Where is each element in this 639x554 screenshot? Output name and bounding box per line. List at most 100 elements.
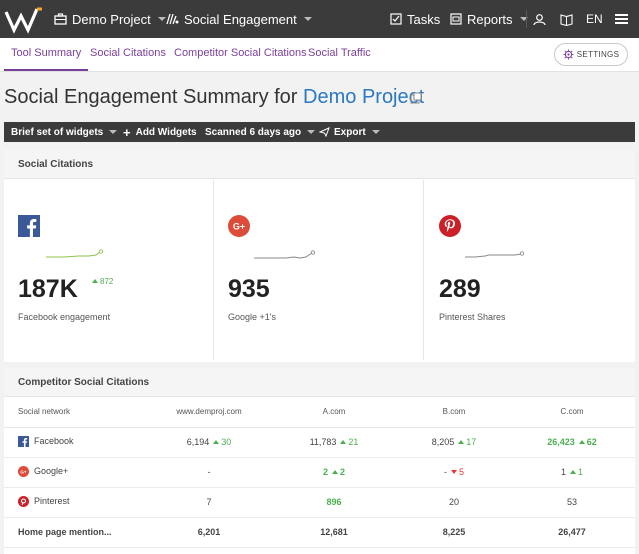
- export-button[interactable]: Export: [319, 122, 380, 142]
- chevron-down-icon: [157, 17, 166, 21]
- module-selector[interactable]: Social Engagement: [166, 0, 312, 38]
- facebook-engagement-value: 187K: [18, 275, 78, 303]
- table-row: Pinterest 7 896 20 53: [4, 487, 635, 518]
- network-name: Pinterest: [34, 496, 70, 506]
- chevron-down-icon: [307, 130, 316, 134]
- external-link-icon[interactable]: [410, 92, 422, 104]
- chevron-down-icon: [371, 130, 380, 134]
- tab-tool-summary[interactable]: Tool Summary: [4, 38, 89, 71]
- value-cell: -5: [399, 457, 509, 488]
- cell-delta: 2: [340, 467, 346, 477]
- cell-delta: 62: [586, 437, 597, 447]
- network-cell: Facebook: [4, 427, 149, 458]
- tasks-button[interactable]: Tasks: [390, 0, 440, 38]
- google-plus-metric: G+ 935 Google +1's: [214, 180, 424, 360]
- tasks-label: Tasks: [407, 11, 441, 27]
- scan-status-label: Scanned 6 days ago: [205, 126, 302, 138]
- account-button[interactable]: [533, 0, 551, 38]
- cell-value: 8,225: [442, 527, 466, 537]
- facebook-engagement-label: Facebook engagement: [18, 312, 111, 322]
- cell-value: -: [443, 467, 447, 477]
- cell-value: 12,681: [320, 527, 348, 537]
- tab-bar: Tool Summary Social Citations Competitor…: [0, 38, 639, 72]
- value-cell: 6,194 30: [149, 427, 269, 458]
- add-widgets-button[interactable]: + Add Widgets: [123, 122, 197, 142]
- column-header: C.com: [509, 397, 635, 428]
- cell-value: 26,477: [558, 527, 586, 537]
- reports-label: Reports: [467, 11, 513, 27]
- google-plus-icon: G+: [228, 215, 250, 237]
- send-icon: [319, 127, 330, 137]
- add-widgets-label: Add Widgets: [135, 126, 197, 138]
- up-arrow-icon: [340, 440, 347, 444]
- chevron-down-icon: [109, 130, 118, 134]
- column-header: A.com: [269, 397, 399, 428]
- cell-value: 896: [326, 497, 342, 507]
- app-logo-icon[interactable]: [4, 6, 44, 34]
- language-label: EN: [586, 12, 603, 26]
- language-selector[interactable]: EN: [586, 0, 603, 38]
- help-button[interactable]: [560, 0, 578, 38]
- chevron-down-icon: [519, 17, 528, 21]
- widget-set-label: Brief set of widgets: [11, 126, 104, 138]
- tasks-icon: [390, 13, 402, 25]
- settings-label: SETTINGS: [576, 50, 620, 59]
- top-navigation-bar: Demo Project Social Engagement Tasks Rep…: [0, 0, 639, 38]
- tab-competitor-social-citations[interactable]: Competitor Social Citations: [174, 47, 307, 59]
- pinterest-metric: 289 Pinterest Shares: [425, 180, 635, 360]
- network-name: Home page mention...: [18, 527, 112, 537]
- cell-delta: 5: [458, 467, 464, 477]
- google-plus-icon: G+: [18, 465, 29, 477]
- widget-set-selector[interactable]: Brief set of widgets: [11, 122, 118, 142]
- pinterest-icon: [439, 215, 461, 237]
- facebook-engagement-delta: 872: [88, 277, 113, 286]
- tab-social-citations[interactable]: Social Citations: [90, 47, 166, 59]
- competitor-heading: Competitor Social Citations: [4, 368, 635, 397]
- cell-delta: 21: [348, 437, 359, 447]
- up-arrow-icon: [213, 440, 220, 444]
- table-header-row: Social network www.demproj.com A.com B.c…: [4, 397, 635, 428]
- network-cell: G+ Google+: [4, 457, 149, 488]
- network-cell: Home page mention...: [4, 517, 149, 548]
- up-arrow-icon: [332, 470, 338, 474]
- value-cell: 26,423 62: [509, 427, 635, 458]
- module-name: Social Engagement: [184, 11, 297, 27]
- table-row: G+ Google+ -2 2-5 1 1: [4, 457, 635, 488]
- competitor-table: Social network www.demproj.com A.com B.c…: [4, 397, 635, 548]
- value-cell: 20: [399, 487, 509, 518]
- cell-value: -: [207, 467, 211, 477]
- cell-value: 26,423: [547, 437, 575, 447]
- column-header: B.com: [399, 397, 509, 428]
- reports-icon: [450, 13, 462, 25]
- competitor-table-body: Facebook 6,194 30 11,783 21 8,205 17 26,423 62 G+…: [4, 427, 635, 548]
- reports-button[interactable]: Reports: [450, 0, 528, 38]
- value-cell: 6,201: [149, 517, 269, 548]
- tab-social-traffic[interactable]: Social Traffic: [308, 47, 371, 59]
- cell-delta: 17: [466, 437, 477, 447]
- cell-value: 6,194: [186, 437, 210, 447]
- plus-icon: +: [123, 124, 131, 140]
- settings-button[interactable]: SETTINGS: [554, 43, 628, 66]
- column-header: Social network: [4, 397, 149, 428]
- social-citations-heading: Social Citations: [4, 150, 635, 179]
- project-selector[interactable]: Demo Project: [54, 0, 166, 38]
- project-link[interactable]: Demo Project: [303, 86, 425, 108]
- page-title-text: Social Engagement Summary for: [4, 86, 298, 108]
- google-plus-sparkline: [254, 250, 316, 259]
- value-cell: 8,205 17: [399, 427, 509, 458]
- table-row: Home page mention... 6,201 12,681 8,225 26,4…: [4, 517, 635, 548]
- social-engagement-icon: [166, 13, 179, 25]
- cell-value: 53: [566, 497, 577, 507]
- network-name: Google+: [34, 466, 69, 476]
- menu-button[interactable]: [615, 0, 633, 38]
- value-cell: 12,681: [269, 517, 399, 548]
- widgets-toolbar: Brief set of widgets + Add Widgets Scann…: [4, 122, 635, 142]
- cell-value: 20: [448, 497, 459, 507]
- briefcase-icon: [54, 13, 67, 25]
- column-header: www.demproj.com: [149, 397, 269, 428]
- google-plus-value: 935: [228, 275, 270, 303]
- scan-status-selector[interactable]: Scanned 6 days ago: [205, 122, 316, 142]
- pinterest-sparkline: [465, 251, 525, 258]
